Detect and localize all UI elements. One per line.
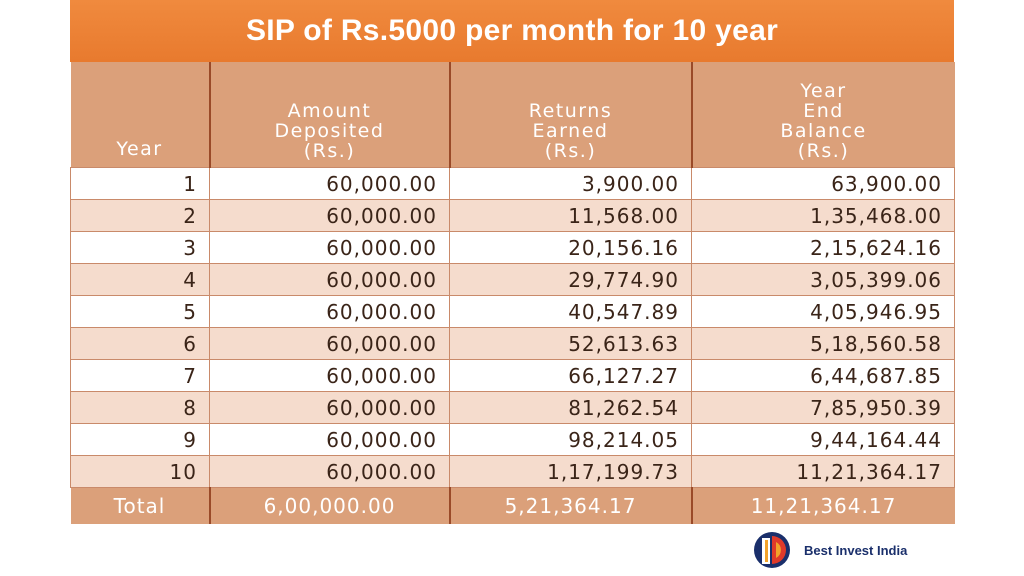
best-invest-india-logo-icon <box>754 532 790 568</box>
deposited-cell: 60,000.00 <box>209 455 450 488</box>
header-deposited-line-2: Deposited <box>274 120 385 142</box>
returns-cell: 52,613.63 <box>449 327 692 360</box>
total-balance: 11,21,364.17 <box>691 487 955 524</box>
deposited-cell: 60,000.00 <box>209 295 450 328</box>
balance-cell: 2,15,624.16 <box>691 231 955 264</box>
deposited-cell: 60,000.00 <box>209 263 450 296</box>
balance-cell: 7,85,950.39 <box>691 391 955 424</box>
returns-cell: 81,262.54 <box>449 391 692 424</box>
year-cell: 4 <box>70 263 210 296</box>
balance-cell: 11,21,364.17 <box>691 455 955 488</box>
year-cell: 5 <box>70 295 210 328</box>
total-deposited: 6,00,000.00 <box>209 487 451 524</box>
page-title: SIP of Rs.5000 per month for 10 year <box>245 14 779 47</box>
header-balance-line-1: Year <box>800 80 847 102</box>
table-row: 1 60,000.00 3,900.00 63,900.00 <box>70 167 955 200</box>
header-row: Year Amount Deposited (Rs.) Returns Earn… <box>70 62 955 168</box>
table-row: 2 60,000.00 11,568.00 1,35,468.00 <box>70 199 955 232</box>
header-deposited-line-3: (Rs.) <box>303 140 356 162</box>
header-deposited: Amount Deposited (Rs.) <box>209 62 451 168</box>
balance-cell: 63,900.00 <box>691 167 955 200</box>
deposited-cell: 60,000.00 <box>209 327 450 360</box>
balance-cell: 4,05,946.95 <box>691 295 955 328</box>
brand-logo: Best Invest India <box>752 530 907 570</box>
returns-cell: 1,17,199.73 <box>449 455 692 488</box>
deposited-cell: 60,000.00 <box>209 391 450 424</box>
returns-cell: 29,774.90 <box>449 263 692 296</box>
returns-cell: 98,214.05 <box>449 423 692 456</box>
year-cell: 1 <box>70 167 210 200</box>
returns-cell: 40,547.89 <box>449 295 692 328</box>
year-cell: 2 <box>70 199 210 232</box>
returns-cell: 20,156.16 <box>449 231 692 264</box>
returns-cell: 11,568.00 <box>449 199 692 232</box>
year-cell: 3 <box>70 231 210 264</box>
header-returns-line-3: (Rs.) <box>544 140 597 162</box>
balance-cell: 6,44,687.85 <box>691 359 955 392</box>
table-row: 7 60,000.00 66,127.27 6,44,687.85 <box>70 359 955 392</box>
balance-cell: 9,44,164.44 <box>691 423 955 456</box>
deposited-cell: 60,000.00 <box>209 199 450 232</box>
year-cell: 6 <box>70 327 210 360</box>
sip-table: Year Amount Deposited (Rs.) Returns Earn… <box>70 62 955 524</box>
balance-cell: 1,35,468.00 <box>691 199 955 232</box>
header-year: Year <box>70 62 211 168</box>
total-label: Total <box>70 487 211 524</box>
total-returns: 5,21,364.17 <box>449 487 693 524</box>
header-balance-line-3: Balance <box>780 120 867 142</box>
header-returns-line-2: Earned <box>532 120 609 142</box>
returns-cell: 66,127.27 <box>449 359 692 392</box>
balance-cell: 3,05,399.06 <box>691 263 955 296</box>
deposited-cell: 60,000.00 <box>209 423 450 456</box>
table-row: 3 60,000.00 20,156.16 2,15,624.16 <box>70 231 955 264</box>
deposited-cell: 60,000.00 <box>209 231 450 264</box>
returns-cell: 3,900.00 <box>449 167 692 200</box>
header-returns: Returns Earned (Rs.) <box>449 62 693 168</box>
header-balance: Year End Balance (Rs.) <box>691 62 955 168</box>
table-row: 9 60,000.00 98,214.05 9,44,164.44 <box>70 423 955 456</box>
header-year-label: Year <box>116 138 163 160</box>
total-row: Total 6,00,000.00 5,21,364.17 11,21,364.… <box>70 487 955 524</box>
table-row: 4 60,000.00 29,774.90 3,05,399.06 <box>70 263 955 296</box>
table-row: 10 60,000.00 1,17,199.73 11,21,364.17 <box>70 455 955 488</box>
table-row: 8 60,000.00 81,262.54 7,85,950.39 <box>70 391 955 424</box>
year-cell: 7 <box>70 359 210 392</box>
year-cell: 10 <box>70 455 210 488</box>
header-balance-line-4: (Rs.) <box>797 140 850 162</box>
title-banner: SIP of Rs.5000 per month for 10 year <box>70 0 954 62</box>
header-deposited-line-1: Amount <box>287 100 372 122</box>
brand-name: Best Invest India <box>804 542 908 558</box>
year-cell: 9 <box>70 423 210 456</box>
year-cell: 8 <box>70 391 210 424</box>
table-row: 5 60,000.00 40,547.89 4,05,946.95 <box>70 295 955 328</box>
deposited-cell: 60,000.00 <box>209 167 450 200</box>
header-returns-line-1: Returns <box>528 100 613 122</box>
balance-cell: 5,18,560.58 <box>691 327 955 360</box>
table-row: 6 60,000.00 52,613.63 5,18,560.58 <box>70 327 955 360</box>
header-balance-line-2: End <box>803 100 844 122</box>
deposited-cell: 60,000.00 <box>209 359 450 392</box>
